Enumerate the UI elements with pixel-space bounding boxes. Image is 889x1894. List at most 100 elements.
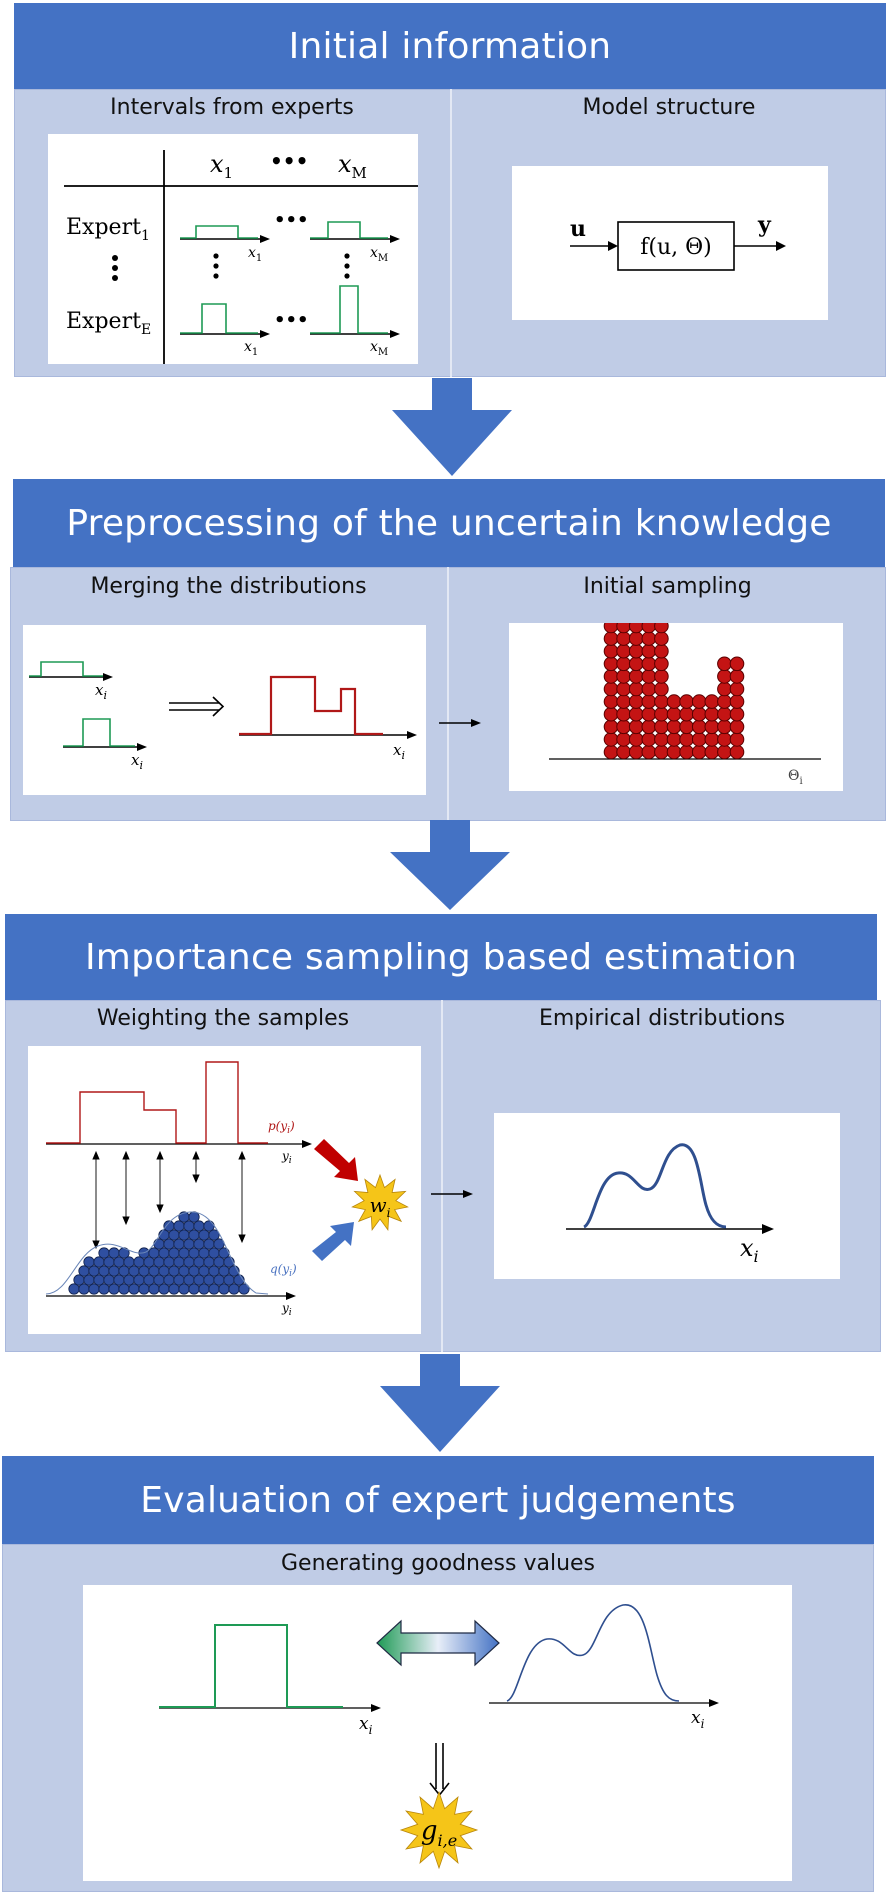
q-axis-label: yi [281,1301,292,1318]
row1-dots: ••• [274,210,309,231]
mid-vertical-dots-2 [344,253,350,279]
goodness-star-icon [399,1790,479,1870]
sample-point [603,669,619,684]
weighting-card: p(yi) yi q(yi) yi wi [28,1046,421,1334]
proposal-sample-point [83,1256,95,1268]
sample-point [603,623,619,634]
expertE-xm-interval [310,285,400,338]
sample-point [641,719,657,735]
sample-point [654,732,669,747]
proposal-sample-point [98,1247,110,1259]
sample-point [704,732,720,747]
proposal-sample-point [208,1229,220,1241]
sample-point [729,706,745,722]
row-vertical-dots [112,255,118,281]
importance-links [92,1150,246,1250]
col-dots: ••• [270,149,308,173]
section-1-left-subtitle: Intervals from experts [110,95,354,120]
sample-point [704,706,720,722]
sample-point [717,656,732,672]
expertE-x1-interval [180,303,270,338]
sample-point [641,631,657,646]
expertE-x1-axis: x1 [244,339,258,358]
sample-point [729,681,745,697]
merge-to-sampling-arrow [439,719,481,727]
expert1-xm-interval [310,221,400,243]
sample-point [704,719,720,735]
expert1-x1-axis: x1 [248,245,262,264]
sample-point [616,623,631,634]
sample-point [679,694,694,709]
sample-point [616,694,631,709]
sample-point [628,744,644,760]
sample-point [616,706,631,722]
sample-point [679,706,694,722]
section-2-divider [447,567,449,821]
section-2-right-subtitle: Initial sampling [583,574,752,599]
model-input-arrow [608,241,618,251]
sample-point [654,694,669,709]
section-3-divider [441,1000,443,1352]
goodness-left-axis: xi [359,1714,373,1737]
mid-vertical-dots-1 [213,253,219,279]
proposal-distribution-q [45,1211,269,1295]
sample-point [616,732,631,747]
sample-point [717,694,732,709]
target-distribution-p [46,1061,312,1148]
proposal-sample-point [188,1211,200,1223]
merging-card: xi xi xi [23,625,426,795]
sample-point [679,744,694,760]
empirical-axis-label: xi [740,1234,759,1266]
row-expertE-label: ExpertE [66,309,151,338]
section-4-header: Evaluation of expert judgements [2,1456,874,1544]
section-3-title: Importance sampling based estimation [84,936,797,978]
sample-point [616,643,631,659]
sample-point [603,732,619,747]
sample-point [654,643,669,659]
goodness-label: gi,e [421,1816,457,1850]
sample-point [717,681,732,697]
sample-point [641,643,657,659]
sample-point [628,631,644,646]
sample-point [628,623,644,634]
sample-point [729,732,745,747]
sample-point [729,744,745,760]
initial-sampling-points [603,623,745,760]
proposal-sample-point [238,1283,250,1295]
section-1-divider [450,89,452,377]
sampling-axis-label: Θi [788,768,803,787]
sample-point [641,694,657,709]
merge-implies-arrow [169,696,225,717]
sample-point [628,732,644,747]
sample-point [666,732,682,747]
sample-point [603,681,619,697]
proposal-samples [68,1211,250,1295]
sample-point [654,631,669,646]
sample-point [603,656,619,672]
sample-point [691,719,707,735]
sample-point [628,706,644,722]
sample-point [616,681,631,697]
sample-point [616,631,631,646]
sample-point [616,656,631,672]
sample-point [603,694,619,709]
model-structure-card: u f(u, Θ) y [512,166,828,320]
p-label: p(yi) [268,1119,295,1136]
model-output-arrow [776,241,786,251]
sample-point [654,623,669,634]
expert-interval-plot [159,1624,381,1712]
flow-arrow-3 [380,1354,500,1452]
sample-point [729,719,745,735]
sample-point [666,719,682,735]
section-4-subtitle: Generating goodness values [280,1551,596,1576]
sample-point [717,719,732,735]
sample-point [729,669,745,684]
sample-point [654,719,669,735]
sample-point [603,706,619,722]
sample-point [641,681,657,697]
sample-point [691,744,707,760]
sample-point [729,656,745,672]
q-to-weight-arrow [312,1222,354,1261]
sample-point [616,669,631,684]
sample-point [679,719,694,735]
